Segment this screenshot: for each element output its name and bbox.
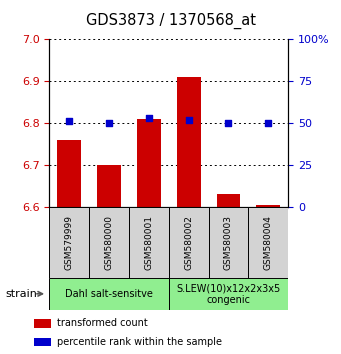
Text: GSM580003: GSM580003: [224, 215, 233, 270]
Bar: [97, 165, 121, 207]
Bar: [137, 119, 161, 207]
Text: GSM579999: GSM579999: [65, 215, 74, 270]
Point: [266, 120, 271, 126]
FancyBboxPatch shape: [49, 278, 169, 310]
FancyBboxPatch shape: [89, 207, 129, 278]
Bar: [217, 194, 240, 207]
Point: [106, 120, 112, 126]
Text: GSM580000: GSM580000: [105, 215, 114, 270]
Point: [146, 115, 152, 121]
FancyBboxPatch shape: [169, 207, 209, 278]
Text: transformed count: transformed count: [57, 318, 147, 329]
Text: GDS3873 / 1370568_at: GDS3873 / 1370568_at: [86, 12, 255, 29]
Bar: [34, 319, 50, 328]
Text: strain: strain: [5, 289, 37, 299]
Bar: [57, 140, 81, 207]
Text: percentile rank within the sample: percentile rank within the sample: [57, 337, 222, 347]
FancyBboxPatch shape: [49, 207, 89, 278]
Bar: [177, 77, 201, 207]
FancyBboxPatch shape: [248, 207, 288, 278]
Bar: [256, 205, 280, 207]
Text: GSM580004: GSM580004: [264, 215, 273, 270]
Point: [186, 117, 191, 122]
FancyBboxPatch shape: [209, 207, 248, 278]
Text: GSM580001: GSM580001: [144, 215, 153, 270]
Point: [66, 119, 72, 124]
FancyBboxPatch shape: [129, 207, 169, 278]
Text: S.LEW(10)x12x2x3x5
congenic: S.LEW(10)x12x2x3x5 congenic: [176, 283, 281, 305]
Text: Dahl salt-sensitve: Dahl salt-sensitve: [65, 289, 153, 299]
FancyBboxPatch shape: [169, 278, 288, 310]
Bar: [34, 338, 50, 346]
Point: [226, 120, 231, 126]
Text: GSM580002: GSM580002: [184, 215, 193, 270]
